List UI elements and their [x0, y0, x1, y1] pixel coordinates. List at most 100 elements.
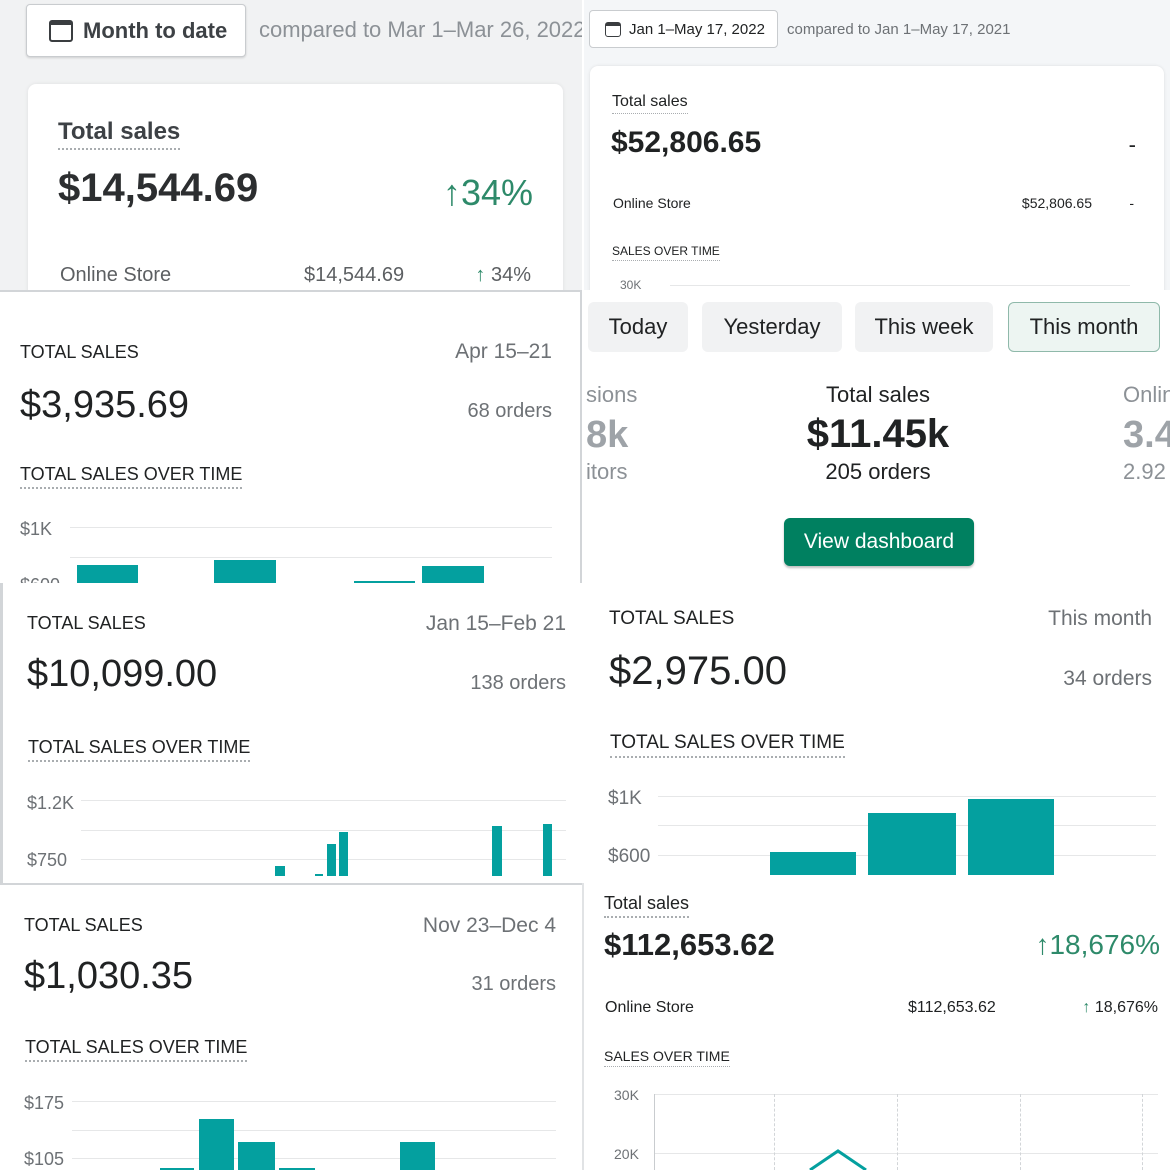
- chart-title: SALES OVER TIME: [612, 242, 720, 261]
- calendar-icon: [605, 21, 621, 37]
- tab-yesterday[interactable]: Yesterday: [702, 302, 842, 352]
- order-count: 34 orders: [1063, 667, 1152, 690]
- y-axis-tick: $1K: [20, 519, 53, 539]
- sales-change: ↑18,676%: [1035, 929, 1160, 960]
- card-title: TOTAL SALES: [20, 342, 139, 362]
- card-title: Total sales: [58, 118, 181, 150]
- gridline: [654, 1094, 1158, 1095]
- channel-value: $52,806.65: [1021, 195, 1092, 211]
- chart-title: TOTAL SALES OVER TIME: [610, 732, 845, 758]
- gridline: [658, 796, 1156, 797]
- vertical-gridline: [897, 1094, 898, 1170]
- gridline: [72, 1158, 556, 1159]
- vertical-gridline: [774, 1094, 775, 1170]
- chart-bar: [77, 565, 138, 583]
- total-sales-value: $1,030.35: [24, 955, 194, 997]
- date-range: Jan 15–Feb 21: [425, 612, 566, 635]
- metric-label: Total sales: [826, 382, 930, 407]
- total-sales-value: $10,099.00: [27, 653, 218, 695]
- total-sales-value: $112,653.62: [604, 927, 775, 962]
- calendar-icon: [49, 19, 73, 42]
- chart-title: TOTAL SALES OVER TIME: [20, 464, 243, 489]
- metric-left: sions 8k itors: [586, 382, 638, 484]
- y-axis-tick: $105: [24, 1149, 65, 1169]
- date-range: Nov 23–Dec 4: [422, 914, 556, 937]
- chart-title: SALES OVER TIME: [604, 1048, 730, 1067]
- chart-axis: [654, 1094, 655, 1170]
- card-title: TOTAL SALES: [27, 613, 146, 633]
- channel-value: $14,544.69: [304, 264, 405, 286]
- chart-bar: [275, 866, 285, 876]
- chart-bar: [315, 874, 323, 876]
- date-range: Apr 15–21: [455, 340, 552, 363]
- panel-month-to-date: Month to date compared to Mar 1–Mar 26, …: [0, 0, 582, 290]
- order-count: 138 orders: [470, 672, 566, 694]
- sales-change: ↑34%: [442, 172, 533, 213]
- metric-right: Onlin 3.4 2.92: [1123, 382, 1170, 484]
- chart-bar: [492, 826, 502, 876]
- y-axis-tick: $1.2K: [27, 793, 75, 813]
- gridline: [81, 800, 566, 801]
- chart-bar: [354, 581, 415, 583]
- chart-bar: [543, 824, 552, 876]
- date-range-button[interactable]: Month to date: [26, 4, 246, 57]
- panel-growth-sales: Total sales $112,653.62 ↑18,676% Online …: [582, 883, 1170, 1170]
- vertical-gridline: [1020, 1094, 1021, 1170]
- view-dashboard-button[interactable]: View dashboard: [784, 518, 974, 566]
- chart-bar: [279, 1168, 315, 1170]
- gridline: [654, 1153, 1158, 1154]
- tab-this-month[interactable]: This month: [1008, 302, 1160, 352]
- total-sales-value: $2,975.00: [609, 649, 787, 693]
- sales-change: -: [1128, 132, 1136, 157]
- date-range: This month: [1048, 607, 1152, 630]
- date-range-label: Month to date: [83, 17, 228, 43]
- channel-change: ↑ 34%: [475, 264, 531, 286]
- gridline: [72, 1130, 556, 1131]
- metric-value: $11.45k: [806, 412, 950, 456]
- total-sales-value: $52,806.65: [611, 126, 762, 159]
- y-axis-tick: $600: [608, 846, 651, 867]
- channel-change: ↑ 18,676%: [1082, 999, 1158, 1016]
- panel-overview: Today Yesterday This week This month sio…: [580, 290, 1170, 583]
- comparison-text: compared to Mar 1–Mar 26, 2022: [259, 17, 582, 42]
- order-count: 31 orders: [471, 973, 557, 995]
- chart-bar: [422, 566, 484, 583]
- sales-card: Total sales $52,806.65 - Online Store $5…: [590, 66, 1164, 290]
- chart-bar: [868, 813, 956, 875]
- date-range-button[interactable]: Jan 1–May 17, 2022: [589, 10, 778, 48]
- arrow-up-icon: ↑: [1082, 999, 1091, 1016]
- arrow-up-icon: ↑: [442, 172, 461, 213]
- panel-nov-dec-sales: TOTAL SALES Nov 23–Dec 4 $1,030.35 31 or…: [0, 883, 582, 1170]
- total-sales-value: $14,544.69: [58, 166, 259, 210]
- panel-this-month-sales: TOTAL SALES This month $2,975.00 34 orde…: [582, 583, 1170, 883]
- channel-value: $112,653.62: [908, 999, 996, 1016]
- y-axis-tick: 30K: [620, 278, 642, 290]
- sales-card: Total sales $14,544.69 ↑34% Online Store…: [28, 84, 563, 290]
- gridline: [70, 557, 552, 558]
- vertical-gridline: [1142, 1094, 1143, 1170]
- panel-year-to-date: Jan 1–May 17, 2022 compared to Jan 1–May…: [584, 0, 1170, 290]
- card-title: Total sales: [612, 93, 688, 114]
- chart-bar: [160, 1168, 194, 1170]
- arrow-up-icon: ↑: [1035, 929, 1050, 960]
- gridline: [81, 859, 566, 860]
- arrow-up-icon: ↑: [475, 264, 486, 286]
- y-axis-tick: $750: [27, 850, 68, 870]
- card-title: TOTAL SALES: [24, 915, 143, 935]
- panel-jan-feb-sales: TOTAL SALES Jan 15–Feb 21 $10,099.00 138…: [0, 583, 582, 883]
- chart-title: TOTAL SALES OVER TIME: [25, 1037, 248, 1062]
- channel-name: Online Store: [613, 195, 691, 211]
- tab-this-week[interactable]: This week: [855, 302, 993, 352]
- chart-bar: [214, 560, 276, 583]
- chart-bar: [339, 832, 348, 876]
- chart-bar: [238, 1142, 275, 1170]
- y-axis-tick: $175: [24, 1093, 65, 1113]
- tab-today[interactable]: Today: [588, 302, 688, 352]
- channel-name: Online Store: [605, 999, 694, 1016]
- gridline: [72, 1101, 556, 1102]
- metric-total-sales: Total sales $11.45k 205 orders: [778, 382, 978, 485]
- panel-apr-sales: TOTAL SALES Apr 15–21 $3,935.69 68 order…: [0, 290, 580, 583]
- chart-bar: [327, 844, 336, 876]
- y-axis-tick: $600: [20, 575, 60, 583]
- card-title: TOTAL SALES: [609, 608, 735, 629]
